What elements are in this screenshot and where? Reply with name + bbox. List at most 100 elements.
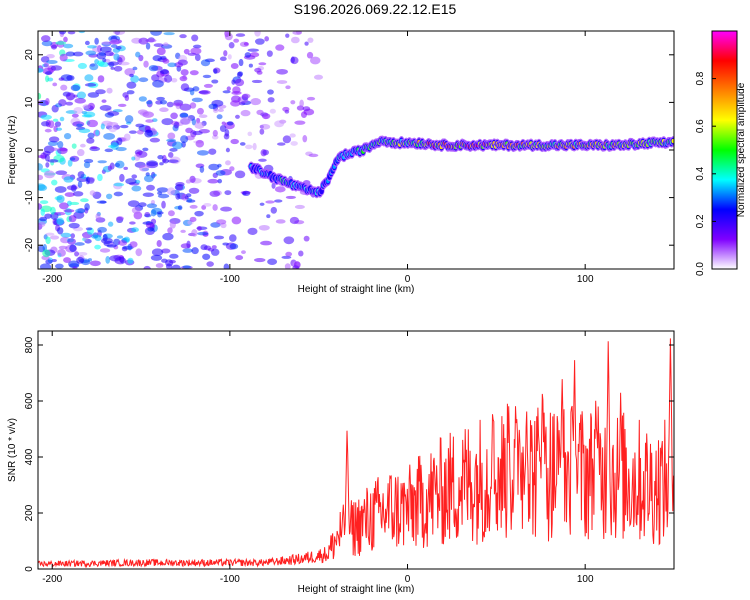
noise-blob [189, 204, 198, 209]
noise-blob [254, 257, 266, 263]
noise-blob [85, 227, 93, 231]
noise-blob [77, 171, 85, 178]
noise-blob [56, 194, 65, 203]
noise-blob [78, 31, 86, 34]
x-tick-label: -100 [220, 574, 240, 585]
noise-blob [83, 161, 91, 169]
noise-blob [238, 58, 244, 67]
noise-blob [180, 113, 189, 118]
noise-blob [53, 125, 58, 133]
noise-blob [169, 220, 176, 229]
noise-blob [143, 60, 149, 68]
noise-blob [294, 120, 306, 125]
noise-blob [179, 116, 192, 125]
noise-blob [191, 34, 199, 42]
noise-blob [59, 116, 65, 122]
noise-blob [290, 141, 298, 146]
snr-panel: -200 -100 0 100 0 200 400 600 800 Height of stra… [7, 330, 675, 595]
noise-blob [65, 92, 76, 101]
noise-blob [73, 106, 84, 115]
noise-blob [191, 229, 198, 237]
noise-blob [216, 114, 223, 120]
noise-blob [47, 159, 59, 163]
noise-blob [82, 104, 91, 109]
noise-blob [101, 99, 107, 103]
noise-blob [290, 100, 296, 105]
noise-blob [275, 219, 286, 224]
noise-blob [200, 244, 208, 251]
noise-blob [157, 154, 164, 160]
spectrogram-y-label: Frequency (Hz) [7, 116, 18, 185]
noise-blob [256, 109, 264, 115]
noise-blob [285, 85, 291, 90]
noise-blob [113, 191, 124, 197]
noise-blob [284, 109, 290, 114]
noise-blob [45, 75, 50, 83]
noise-blob [58, 99, 67, 107]
noise-blob [306, 51, 314, 59]
noise-blob [267, 89, 274, 95]
noise-blob [152, 55, 162, 62]
noise-blob [75, 208, 86, 214]
noise-blob [113, 182, 125, 187]
noise-blob [233, 38, 240, 43]
noise-blob [48, 136, 60, 143]
noise-blob [164, 74, 173, 83]
noise-blob [46, 59, 58, 64]
noise-blob [304, 41, 309, 46]
noise-blob [122, 92, 129, 98]
noise-blob [53, 211, 66, 216]
noise-blob [180, 69, 189, 76]
noise-blob [223, 263, 230, 269]
noise-blob [185, 179, 192, 184]
noise-blob [270, 206, 277, 214]
colorbar-label: Normalized spectral amplitude [736, 82, 747, 217]
noise-blob [197, 231, 209, 236]
noise-blob [144, 212, 151, 218]
noise-blob [245, 144, 253, 150]
noise-blob [230, 138, 239, 145]
noise-blob [208, 163, 220, 171]
noise-blob [106, 87, 113, 94]
noise-blob [222, 242, 229, 246]
snr-frame [37, 330, 675, 570]
noise-blob [274, 199, 283, 203]
noise-blob [41, 121, 50, 127]
noise-blob [84, 40, 90, 46]
noise-blob [194, 53, 201, 62]
noise-blob [198, 89, 211, 95]
noise-blob [44, 170, 55, 179]
noise-blob [110, 44, 118, 48]
noise-blob [143, 174, 154, 183]
x-tick-label: 100 [577, 274, 594, 285]
noise-blob [77, 251, 88, 256]
noise-blob [116, 216, 124, 221]
noise-blob [102, 58, 107, 63]
noise-blob [97, 226, 107, 233]
noise-blob [39, 200, 49, 205]
noise-blob [259, 128, 265, 135]
noise-blob [131, 206, 141, 214]
noise-blob [62, 43, 74, 49]
noise-blob [262, 149, 269, 156]
noise-blob [189, 102, 197, 109]
noise-blob [63, 176, 74, 183]
noise-blob [129, 73, 134, 78]
y-tick-label: 0 [24, 147, 35, 153]
noise-blob [267, 97, 275, 103]
noise-blob [175, 193, 181, 200]
noise-blob [115, 160, 125, 169]
noise-blob [113, 65, 123, 72]
noise-blob [91, 234, 99, 239]
noise-blob [217, 163, 222, 168]
noise-blob [234, 170, 246, 179]
noise-blob [71, 143, 77, 149]
noise-blob [145, 42, 151, 50]
noise-blob [57, 140, 64, 149]
noise-blob [118, 61, 130, 66]
noise-blob [165, 263, 173, 269]
noise-blob [42, 249, 51, 258]
noise-blob [38, 184, 48, 192]
noise-blob [104, 148, 114, 153]
